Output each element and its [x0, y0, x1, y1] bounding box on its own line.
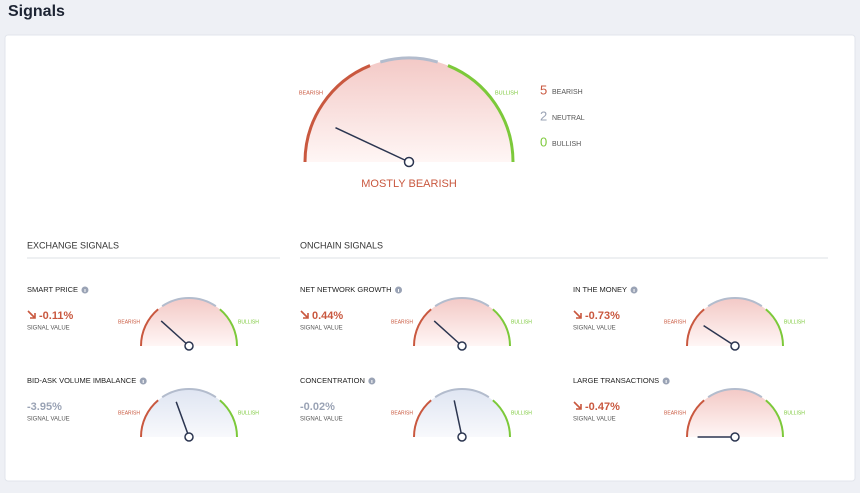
signal-caption: SIGNAL VALUE [573, 326, 616, 332]
gauge-pivot [730, 432, 740, 442]
gauge-label: BEARISH [664, 319, 686, 325]
gauge-label: BULLISH [238, 319, 259, 325]
gauge-arc [434, 388, 490, 399]
gauge-arc [707, 297, 763, 308]
gauge-arc [447, 64, 515, 163]
count-value: 2 [540, 108, 547, 123]
signal-value: 0.44% [312, 310, 343, 322]
gauge-face [687, 389, 783, 437]
gauge-face [305, 58, 513, 162]
signal-value: -0.02% [300, 401, 335, 413]
gauge-arc [686, 308, 705, 347]
signal-name: BID-ASK VOLUME IMBALANCE [27, 376, 136, 385]
signal-caption: SIGNAL VALUE [27, 417, 70, 423]
gauge-arc [219, 399, 238, 438]
trend-arrow [573, 401, 582, 410]
gauge-arc [686, 399, 705, 438]
gauge-label: BULLISH [511, 410, 532, 416]
gauge-arc [379, 56, 439, 64]
gauge-arc [303, 64, 371, 163]
gauge-pivot [184, 432, 194, 442]
trend-arrow [27, 310, 36, 319]
gauge-pivot [403, 156, 415, 168]
gauge-label: BULLISH [784, 410, 805, 416]
signal-name: LARGE TRANSACTIONS [573, 376, 659, 385]
page-title: Signals [8, 3, 65, 20]
gauge-pivot [457, 341, 467, 351]
gauge-needle [335, 127, 410, 163]
signal-value: -3.95% [27, 401, 62, 413]
gauge-needle [433, 320, 463, 347]
count-label: NEUTRAL [552, 115, 585, 122]
gauge-label: BEARISH [664, 410, 686, 416]
gauge-face [414, 298, 510, 346]
signal-name: NET NETWORK GROWTH [300, 285, 392, 294]
gauge-arc [161, 297, 217, 308]
gauge-face [141, 298, 237, 346]
gauge-arc [413, 399, 432, 438]
trend-arrow [573, 310, 582, 319]
gauge-arc [140, 308, 159, 347]
signal-name: CONCENTRATION [300, 376, 365, 385]
section-title: EXCHANGE SIGNALS [27, 240, 119, 250]
signal-caption: SIGNAL VALUE [300, 326, 343, 332]
signal-value: -0.47% [585, 401, 620, 413]
gauge-pivot [730, 341, 740, 351]
gauge-label: BEARISH [391, 319, 413, 325]
trend-arrow [300, 310, 309, 319]
gauge-arc [707, 388, 763, 399]
gauge-arc [765, 399, 784, 438]
gauge-arc [219, 308, 238, 347]
gauge-arc [140, 399, 159, 438]
gauge-needle [703, 324, 736, 347]
signal-value: -0.73% [585, 310, 620, 322]
signal-name: SMART PRICE [27, 285, 78, 294]
gauge-label: BEARISH [391, 410, 413, 416]
count-value: 5 [540, 82, 547, 97]
gauge-label: BULLISH [238, 410, 259, 416]
gauge-label: BULLISH [511, 319, 532, 325]
gauge-arc [765, 308, 784, 347]
gauge-arc [434, 297, 490, 308]
gauge-needle [160, 320, 190, 347]
signal-caption: SIGNAL VALUE [27, 326, 70, 332]
gauge-face [141, 389, 237, 437]
gauge-label: BEARISH [299, 90, 323, 96]
gauge-label: BEARISH [118, 319, 140, 325]
signal-value: -0.11% [39, 310, 73, 322]
verdict: MOSTLY BEARISH [361, 178, 457, 190]
gauge-pivot [184, 341, 194, 351]
count-value: 0 [540, 134, 547, 149]
gauge-face [687, 298, 783, 346]
gauge-arc [492, 308, 511, 347]
gauge-label: BULLISH [784, 319, 805, 325]
gauge-arc [161, 388, 217, 399]
gauge-needle [175, 401, 190, 438]
gauge-needle [453, 400, 463, 438]
count-label: BEARISH [552, 89, 583, 96]
gauge-arc [492, 399, 511, 438]
section-title: ONCHAIN SIGNALS [300, 240, 383, 250]
signal-caption: SIGNAL VALUE [573, 417, 616, 423]
gauge-label: BULLISH [495, 90, 518, 96]
gauge-label: BEARISH [118, 410, 140, 416]
gauge-face [414, 389, 510, 437]
signal-name: IN THE MONEY [573, 285, 627, 294]
gauge-arc [413, 308, 432, 347]
signal-caption: SIGNAL VALUE [300, 417, 343, 423]
gauge-pivot [457, 432, 467, 442]
count-label: BULLISH [552, 141, 581, 148]
